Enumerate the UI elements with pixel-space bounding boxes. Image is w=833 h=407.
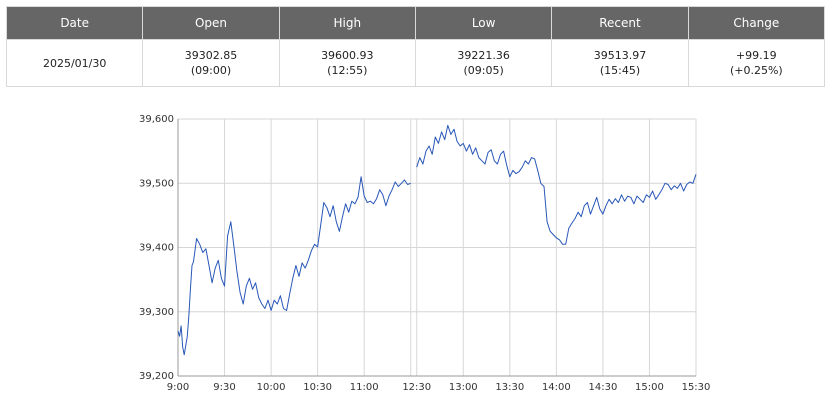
header-recent: Recent xyxy=(551,6,689,40)
low-cell: 39221.36 (09:05) xyxy=(414,39,553,87)
recent-cell: 39513.97 (15:45) xyxy=(551,39,689,87)
x-tick-label: 12:30 xyxy=(402,382,431,393)
x-tick-label: 13:30 xyxy=(495,382,524,393)
high-cell: 39600.93 (12:55) xyxy=(278,39,416,87)
header-open: Open xyxy=(142,6,280,40)
change-percent: (+0.25%) xyxy=(729,64,783,77)
quote-data-row: 2025/01/30 39302.85 (09:00) 39600.93 (12:5… xyxy=(5,39,826,87)
y-tick-label: 39,400 xyxy=(139,243,174,254)
y-tick-label: 39,300 xyxy=(139,307,174,318)
low-value: 39221.36 xyxy=(457,49,510,62)
header-date: Date xyxy=(5,6,144,40)
date-value: 2025/01/30 xyxy=(42,56,107,70)
header-high: High xyxy=(278,6,416,40)
date-cell: 2025/01/30 xyxy=(5,39,144,87)
x-tick-label: 15:00 xyxy=(635,382,664,393)
change-cell: +99.19 (+0.25%) xyxy=(687,39,826,87)
chart-axes xyxy=(177,119,696,377)
x-tick-label: 9:30 xyxy=(213,382,235,393)
open-time: (09:00) xyxy=(190,64,232,77)
header-change: Change xyxy=(687,6,826,40)
low-time: (09:05) xyxy=(463,64,504,77)
header-low: Low xyxy=(414,6,553,40)
high-value: 39600.93 xyxy=(321,49,374,62)
x-tick-label: 14:00 xyxy=(542,382,571,393)
change-value: +99.19 xyxy=(735,49,777,62)
x-tick-label: 11:00 xyxy=(350,382,379,393)
x-tick-label: 10:30 xyxy=(303,382,332,393)
price-series-line xyxy=(416,124,697,245)
price-series-line xyxy=(177,176,411,356)
quote-header-row: Date Open High Low Recent Change xyxy=(5,6,826,40)
x-tick-label: 13:00 xyxy=(449,382,478,393)
x-tick-label: 14:30 xyxy=(588,382,617,393)
chart-tick-labels: 39,200 39,300 39,400 39,500 39,600 9:00 9:30 10… xyxy=(139,114,710,393)
x-tick-label: 9:00 xyxy=(167,382,189,393)
recent-value: 39513.97 xyxy=(593,49,647,62)
open-cell: 39302.85 (09:00) xyxy=(142,39,280,87)
open-value: 39302.85 xyxy=(184,49,238,62)
high-time: (12:55) xyxy=(327,64,368,77)
recent-time: (15:45) xyxy=(599,64,641,77)
price-line-chart: 39,200 39,300 39,400 39,500 39,600 9:00 9:30 10… xyxy=(139,114,710,393)
y-tick-label: 39,600 xyxy=(139,114,174,125)
y-tick-label: 39,500 xyxy=(139,178,174,189)
chart-series xyxy=(177,124,697,356)
quote-table: Date Open High Low Recent Change 2025/01… xyxy=(5,6,826,87)
y-tick-label: 39,200 xyxy=(139,371,174,382)
x-tick-label: 10:00 xyxy=(257,382,286,393)
chart-grid xyxy=(177,118,697,377)
x-tick-label: 15:30 xyxy=(682,382,711,393)
